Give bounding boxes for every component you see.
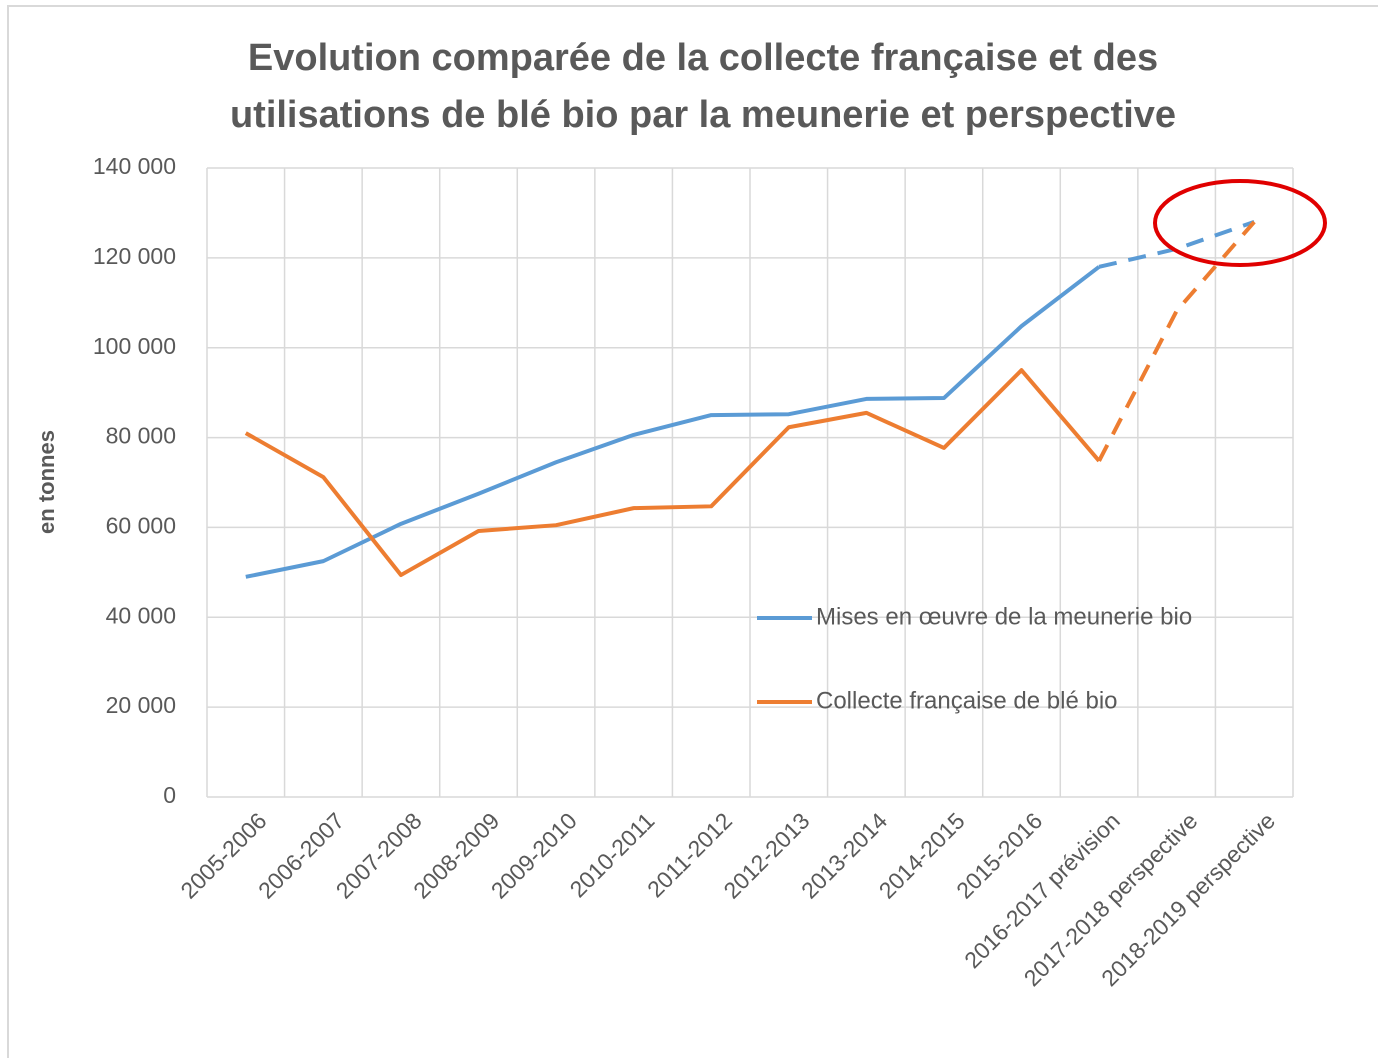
y-tick-label: 20 000 [106, 692, 176, 718]
y-tick-label: 120 000 [93, 243, 176, 269]
plot: 0 20 000 40 000 60 000 80 000 100 000 120 000 1… [93, 153, 1294, 991]
chart-title: utilisations de blé bio par la meunerie … [230, 94, 1176, 136]
y-axis-label: en tonnes [34, 430, 59, 534]
highlight-ellipse [1153, 179, 1327, 267]
y-tick-label: 0 [163, 782, 176, 808]
chart-title: Evolution comparée de la collecte frança… [248, 37, 1158, 79]
y-tick-label: 80 000 [106, 423, 176, 449]
y-tick-label: 100 000 [93, 333, 176, 359]
legend-label: Mises en œuvre de la meunerie bio [816, 603, 1192, 630]
chart-border [7, 5, 1378, 1058]
legend-label: Collecte française de blé bio [816, 687, 1118, 714]
series-line [1098, 220, 1255, 269]
y-tick-label: 40 000 [106, 602, 176, 628]
series-line [244, 368, 1101, 578]
series-line [245, 265, 1101, 579]
y-tick-label: 140 000 [93, 153, 176, 179]
series-line [1097, 220, 1256, 462]
y-tick-label: 60 000 [106, 513, 176, 539]
